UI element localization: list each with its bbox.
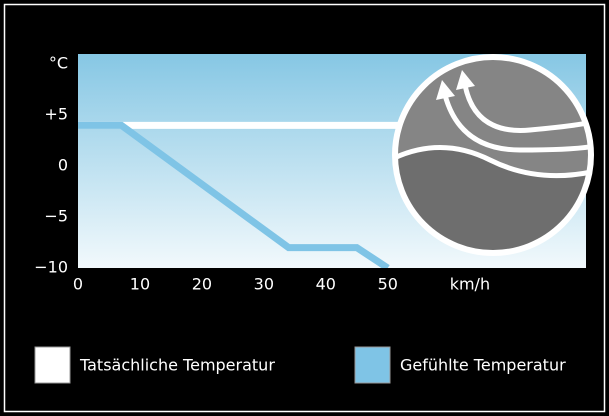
y-tick-label: −5 [44, 207, 68, 226]
y-tick-label: 0 [58, 156, 68, 175]
y-tick-label: °C [49, 54, 68, 73]
x-tick-label: km/h [450, 275, 490, 294]
x-tick-label: 0 [73, 275, 83, 294]
legend-label: Gefühlte Temperatur [400, 356, 566, 375]
legend-swatch [355, 347, 390, 383]
chart: Tatsächliche Temperatur Gefühlte Temperat… [0, 0, 609, 416]
legend-swatch [35, 347, 70, 383]
x-tick-label: 10 [130, 275, 150, 294]
x-tick-label: 30 [254, 275, 274, 294]
legend-label: Tatsächliche Temperatur [79, 356, 275, 375]
legend: Tatsächliche Temperatur Gefühlte Temperat… [35, 347, 566, 383]
x-tick-label: 20 [192, 275, 212, 294]
x-tick-label: 50 [378, 275, 398, 294]
x-tick-label: 40 [316, 275, 336, 294]
y-tick-label: +5 [44, 105, 68, 124]
y-tick-label: −10 [34, 258, 68, 277]
